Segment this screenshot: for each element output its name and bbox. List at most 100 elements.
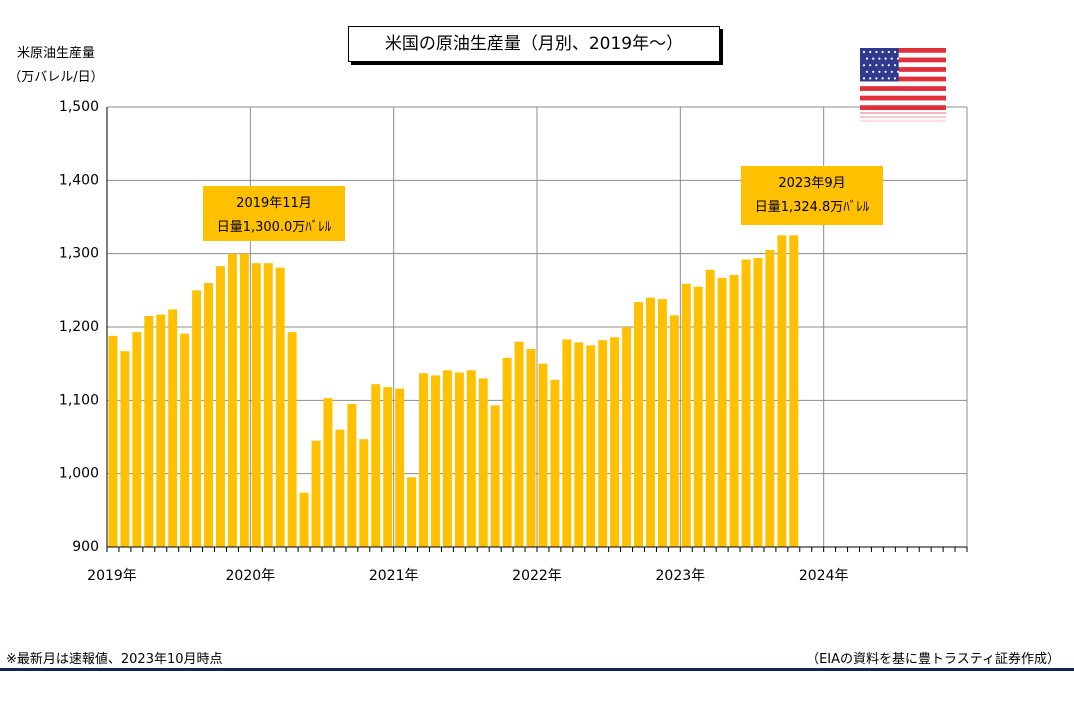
bar	[669, 315, 679, 547]
bar	[574, 342, 584, 547]
bar	[275, 267, 285, 547]
bar	[729, 274, 739, 547]
flag-star	[887, 64, 890, 67]
flag-star	[881, 50, 884, 54]
flag-star	[869, 50, 872, 54]
flag-star	[893, 77, 897, 80]
flag-star	[865, 70, 869, 73]
footnote-credit: （EIAの資料を基に豊トラスティ証券作成）	[806, 652, 1060, 667]
callout-box	[741, 166, 883, 225]
x-tick-label: 2024年	[799, 568, 849, 584]
bar	[407, 477, 417, 547]
bar	[263, 263, 273, 547]
bar	[717, 277, 727, 547]
bar	[347, 404, 357, 547]
x-tick-label: 2022年	[512, 568, 562, 584]
y-axis-label: 米原油生産量 （万バレル/日）	[6, 42, 106, 90]
flag-star	[862, 77, 866, 80]
y-tick-label: 1,500	[59, 99, 99, 115]
bar	[526, 349, 536, 547]
flag-reflection	[860, 112, 946, 114]
y-tick-label: 900	[72, 539, 99, 555]
y-axis-label-line2: （万バレル/日）	[8, 70, 104, 85]
flag-star	[896, 70, 900, 73]
bar	[156, 314, 166, 547]
tick-labels: 900 1,000 1,100 1,200 1,300 1,400 1,500 2019年 20…	[59, 99, 849, 584]
y-tick-label: 1,400	[59, 172, 99, 188]
flag-star	[862, 64, 866, 67]
flag-reflection	[860, 116, 946, 118]
bar	[335, 429, 345, 547]
flag-star	[881, 64, 884, 67]
flag-star	[869, 77, 872, 80]
x-tick-label: 2020年	[226, 568, 276, 584]
flag-star	[875, 50, 878, 54]
flag-star	[862, 50, 866, 54]
bar	[634, 302, 643, 547]
bar	[359, 439, 369, 547]
footnote-source-note: ※最新月は速報値、2023年10月時点	[6, 652, 223, 667]
bar	[120, 351, 130, 547]
callout-line2: 日量1,324.8万ﾊﾞﾚﾙ	[755, 200, 870, 215]
bar	[395, 388, 405, 547]
bar	[180, 333, 190, 547]
bar	[705, 269, 715, 547]
bar	[598, 340, 608, 547]
flag-star	[884, 57, 887, 60]
bar	[562, 339, 572, 547]
y-tick-label: 1,300	[59, 246, 99, 262]
flag-star	[875, 64, 878, 67]
bar	[383, 387, 393, 547]
callout-line1: 2023年9月	[778, 176, 845, 191]
bar	[502, 357, 512, 547]
flag-canton	[860, 48, 899, 82]
bar	[693, 286, 703, 547]
bar	[550, 379, 560, 547]
bar	[466, 370, 476, 547]
bar	[299, 492, 309, 547]
bar	[586, 345, 596, 547]
y-axis-label-line1: 米原油生産量	[16, 46, 95, 61]
flag-star	[890, 70, 893, 73]
bar	[681, 283, 691, 547]
bar	[239, 253, 249, 547]
flag-star	[869, 64, 872, 67]
flag-stripe	[860, 86, 946, 91]
flag-star	[887, 50, 890, 54]
callout-line1: 2019年11月	[236, 196, 312, 211]
bars	[108, 235, 799, 548]
flag-star	[872, 70, 875, 73]
bar	[657, 299, 667, 547]
bar	[132, 332, 142, 547]
bar	[108, 335, 118, 547]
flag-star	[893, 50, 897, 54]
bar	[490, 405, 500, 547]
bar	[144, 316, 154, 547]
bar	[371, 384, 381, 547]
flag-stripe	[860, 57, 946, 63]
bar	[622, 327, 632, 547]
bottom-rule	[0, 668, 1074, 671]
us-flag-icon	[860, 48, 946, 122]
bar	[168, 309, 178, 547]
bar	[777, 235, 787, 548]
bar	[311, 440, 321, 547]
flag-reflection	[860, 120, 946, 122]
flag-star	[884, 70, 887, 73]
flag-stripe	[860, 76, 946, 82]
x-tick-label: 2023年	[656, 568, 706, 584]
flag-stripe	[860, 95, 946, 101]
bar	[216, 266, 225, 547]
bar	[610, 337, 620, 547]
bar	[478, 378, 488, 547]
bar	[419, 373, 428, 547]
axes	[106, 107, 968, 552]
bar	[251, 263, 261, 547]
bar	[431, 375, 440, 547]
bar	[442, 370, 452, 547]
bar	[323, 398, 333, 547]
flag-star	[887, 77, 890, 80]
y-tick-label: 1,200	[59, 319, 99, 335]
flag-star	[865, 57, 869, 60]
